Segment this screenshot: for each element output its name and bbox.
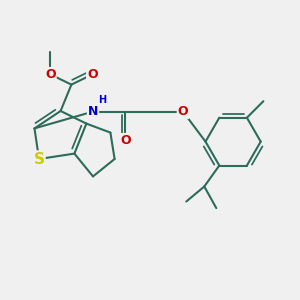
- Text: S: S: [34, 152, 44, 166]
- Text: O: O: [120, 134, 131, 147]
- Text: H: H: [98, 95, 106, 105]
- Text: O: O: [45, 68, 56, 81]
- Text: N: N: [88, 105, 98, 118]
- Text: O: O: [87, 68, 98, 81]
- Text: O: O: [178, 105, 188, 118]
